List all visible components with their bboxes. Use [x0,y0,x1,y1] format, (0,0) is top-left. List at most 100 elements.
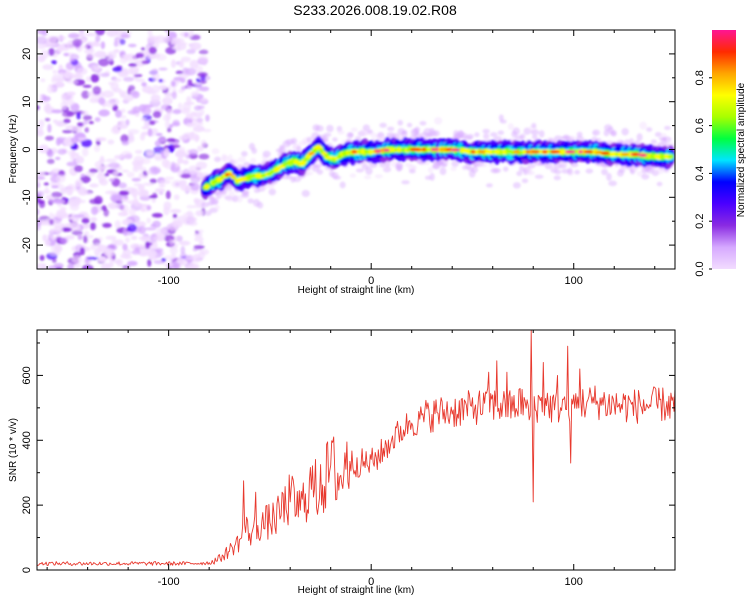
heatmap-cell [362,124,371,131]
heatmap-cell [68,33,80,39]
heatmap-cell [279,144,285,150]
snr-frame [36,329,676,571]
heatmap-cell [312,163,322,169]
heatmap-cell [192,125,205,133]
heatmap-cell [534,174,544,179]
heatmap-cell [162,36,171,43]
heatmap-cell [95,30,106,36]
heatmap-cell [570,162,579,168]
heatmap-cell [60,100,68,110]
heatmap-cell [194,236,204,242]
heatmap-cell [49,228,55,234]
heatmap-cell [198,49,209,55]
heatmap-cell [155,132,163,137]
heatmap-cell [146,35,157,45]
heatmap-cell [84,231,89,237]
heatmap-cell [384,165,391,171]
heatmap-cell [176,258,182,264]
heatmap-cell [141,107,152,116]
heatmap-cell [186,49,196,55]
heatmap-cell [135,52,145,59]
heatmap-cell [118,190,130,196]
snr-y-tick-label: 0 [21,567,33,573]
heatmap-cell [146,242,153,246]
heatmap-cell [600,151,610,155]
heatmap-cell [171,80,176,87]
heatmap-cell [150,53,157,59]
heatmap-cell [120,108,126,113]
heatmap-cell [46,158,55,165]
heatmap-cell [512,150,521,154]
heatmap-cell [349,173,357,178]
heatmap-cell [160,104,169,111]
heatmap-cell [241,150,248,157]
heatmap-cell [109,178,115,182]
heatmap-cell [268,188,277,196]
heatmap-cell [166,108,174,115]
heatmap-cell [55,210,67,220]
heatmap-cell [77,137,89,141]
heatmap-cell [411,147,423,152]
heatmap-cell [492,167,502,174]
heatmap-cell [470,150,476,154]
heatmap-cell [97,256,108,263]
heatmap-cell [122,208,128,217]
heatmap-cell [439,167,447,176]
heatmap-cell [55,174,66,183]
heatmap-cell [108,162,120,169]
heatmap-cell [197,232,203,238]
heatmap-cell [123,254,133,260]
heatmap-cell [170,144,181,149]
heatmap-cell [385,160,391,168]
heatmap-cell [478,150,485,154]
heatmap-cell [95,34,101,43]
heatmap-cell [76,122,84,127]
heatmap-cell [312,146,324,150]
heatmap-cell [44,135,54,141]
heatmap-cell [197,145,204,152]
heatmap-cell [44,117,51,122]
heatmap-cell [53,119,58,124]
heatmap-cell [133,194,138,199]
heatmap-cell [490,132,498,138]
heatmap-cell [105,235,117,240]
heatmap-cell [90,48,95,53]
heatmap-cell [90,74,100,83]
heatmap-cell [147,30,153,37]
heatmap-cell [574,169,581,175]
heatmap-cell [567,167,573,175]
heatmap-cell [484,133,490,139]
heatmap-cell [190,176,201,183]
heatmap-cell [195,88,201,93]
heatmap-cell [166,138,176,143]
heatmap-cell [139,133,146,141]
heatmap-cell [94,117,101,122]
heatmap-cell [81,217,90,224]
heatmap-cell [147,249,157,258]
heatmap-cell [51,109,63,114]
heatmap-cell [119,38,126,45]
heatmap-cell [171,121,181,127]
heatmap-cell [190,182,200,191]
heatmap-cell [608,180,618,187]
heatmap-cell [290,137,298,145]
heatmap-cell [550,150,557,154]
colorbar-label: Normalized spectral amplitude [736,82,747,217]
heatmap-cell [80,173,86,178]
heatmap-cell [146,90,156,95]
heatmap-cell [70,136,79,144]
heatmap-cell [180,107,191,115]
heatmap-cell [67,263,74,269]
heatmap-cell [110,82,119,91]
heatmap-cell [631,152,639,156]
heatmap-cell [68,80,79,85]
heatmap-cell [656,181,663,187]
heatmap-cell [307,151,316,156]
heatmap-cell [104,100,117,108]
heatmap-cell [141,82,147,87]
heatmap-cell [131,177,141,182]
heatmap-cell [228,173,234,177]
heatmap-cell [74,179,84,188]
heatmap-cell [528,150,533,154]
